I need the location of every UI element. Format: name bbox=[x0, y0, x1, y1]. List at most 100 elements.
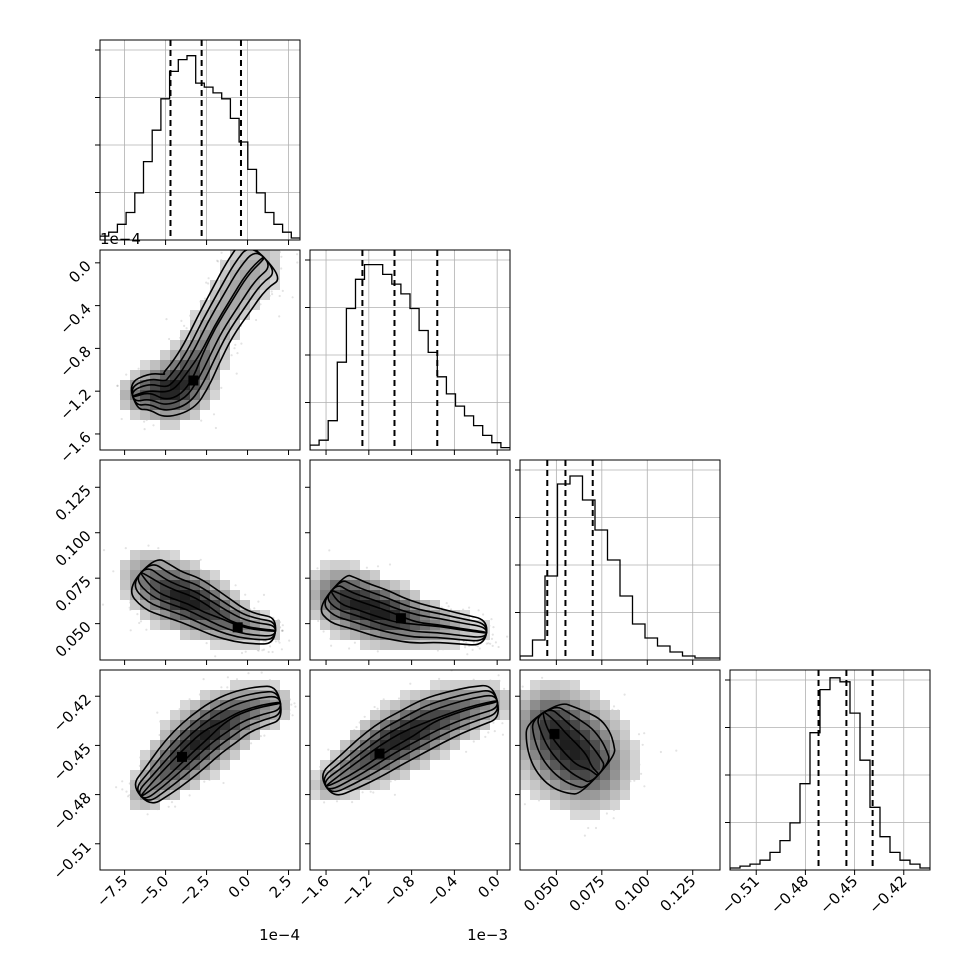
density-cell bbox=[380, 640, 390, 650]
density-cell bbox=[610, 710, 620, 720]
density-cell bbox=[630, 760, 640, 770]
scatter-point bbox=[252, 243, 254, 245]
x-tick-label: 0.050 bbox=[520, 872, 563, 915]
density-cell bbox=[170, 720, 180, 730]
density-cell bbox=[350, 750, 360, 760]
scatter-point bbox=[278, 641, 281, 644]
density-cell bbox=[210, 350, 220, 360]
density-cell bbox=[580, 770, 590, 780]
contour-line bbox=[323, 690, 499, 793]
density-cell bbox=[410, 610, 420, 620]
scatter-point bbox=[517, 705, 519, 707]
density-cell bbox=[130, 600, 140, 610]
scatter-point bbox=[323, 801, 326, 804]
density-cell bbox=[150, 770, 160, 780]
density-cell bbox=[340, 570, 350, 580]
density-cell bbox=[120, 590, 130, 600]
density-cell bbox=[400, 760, 410, 770]
density-cell bbox=[140, 390, 150, 400]
density-cell bbox=[350, 760, 360, 770]
density-cell bbox=[420, 630, 430, 640]
scatter-point bbox=[280, 648, 283, 651]
scatter-point bbox=[492, 626, 495, 629]
density-cell bbox=[360, 630, 370, 640]
scatter-point bbox=[290, 703, 293, 706]
scatter-point bbox=[382, 698, 385, 701]
scatter-point bbox=[361, 791, 364, 794]
density-cell bbox=[320, 610, 330, 620]
density-cell bbox=[540, 750, 550, 760]
contour-line bbox=[324, 580, 488, 642]
density-cell bbox=[140, 780, 150, 790]
density-cell bbox=[170, 590, 180, 600]
density-cell bbox=[170, 790, 180, 800]
density-cell bbox=[600, 700, 610, 710]
density-cell bbox=[190, 360, 200, 370]
x-tick-label: −5.0 bbox=[134, 872, 172, 910]
density-cell bbox=[230, 320, 240, 330]
density-cell bbox=[550, 760, 560, 770]
scatter-point bbox=[214, 655, 217, 658]
density-cell bbox=[550, 770, 560, 780]
scatter-point bbox=[541, 676, 544, 679]
density-cell bbox=[540, 710, 550, 720]
density-cell bbox=[250, 690, 260, 700]
x-tick-label: 2.5 bbox=[266, 872, 296, 902]
density-cell bbox=[380, 590, 390, 600]
panel-frame bbox=[309, 459, 511, 661]
density-cell bbox=[180, 780, 190, 790]
density-cell bbox=[520, 750, 530, 760]
scatter-point bbox=[291, 296, 294, 299]
x-tick-label: 0.0 bbox=[225, 872, 255, 902]
scatter-point bbox=[327, 748, 330, 751]
density-cell bbox=[410, 690, 420, 700]
density-cell bbox=[610, 750, 620, 760]
scatter-point bbox=[280, 255, 283, 258]
density-cell bbox=[470, 630, 480, 640]
scatter-point bbox=[393, 793, 396, 796]
density-cell bbox=[230, 330, 240, 340]
density-cell bbox=[520, 720, 530, 730]
density-peak bbox=[374, 748, 385, 759]
density-cell bbox=[550, 780, 560, 790]
density-cell bbox=[230, 720, 240, 730]
density-cell bbox=[140, 590, 150, 600]
scatter-point bbox=[487, 731, 490, 734]
histogram-step bbox=[310, 263, 510, 450]
density-cell bbox=[210, 380, 220, 390]
density-cell bbox=[210, 610, 220, 620]
density-cell bbox=[130, 800, 140, 810]
density-cell bbox=[420, 750, 430, 760]
density-cell bbox=[190, 560, 200, 570]
scatter-point bbox=[217, 260, 220, 263]
density-cell bbox=[540, 690, 550, 700]
density-cell bbox=[170, 580, 180, 590]
density-cell bbox=[230, 630, 240, 640]
density-cell bbox=[190, 310, 200, 320]
scatter-point bbox=[516, 697, 518, 699]
density-cell bbox=[190, 570, 200, 580]
density-cell bbox=[220, 720, 230, 730]
scatter-point bbox=[243, 245, 245, 247]
density-cell bbox=[340, 790, 350, 800]
density-cell bbox=[620, 740, 630, 750]
density-cell bbox=[360, 600, 370, 610]
contour-line bbox=[322, 684, 500, 796]
density-cell bbox=[580, 720, 590, 730]
density-cell bbox=[370, 570, 380, 580]
scatter-point bbox=[145, 628, 148, 631]
scatter-point bbox=[236, 352, 239, 355]
density-cell bbox=[140, 560, 150, 570]
density-cell bbox=[330, 600, 340, 610]
density-cell bbox=[610, 720, 620, 730]
density-cell bbox=[200, 760, 210, 770]
scatter-point bbox=[515, 722, 517, 724]
density-cell bbox=[360, 640, 370, 650]
scatter-point bbox=[102, 549, 106, 552]
y-tick-label: 0.100 bbox=[52, 527, 95, 570]
scatter-point bbox=[281, 624, 284, 627]
density-cell bbox=[360, 610, 370, 620]
density-cell bbox=[240, 630, 250, 640]
density-cell bbox=[450, 710, 460, 720]
density-peak bbox=[177, 751, 187, 762]
